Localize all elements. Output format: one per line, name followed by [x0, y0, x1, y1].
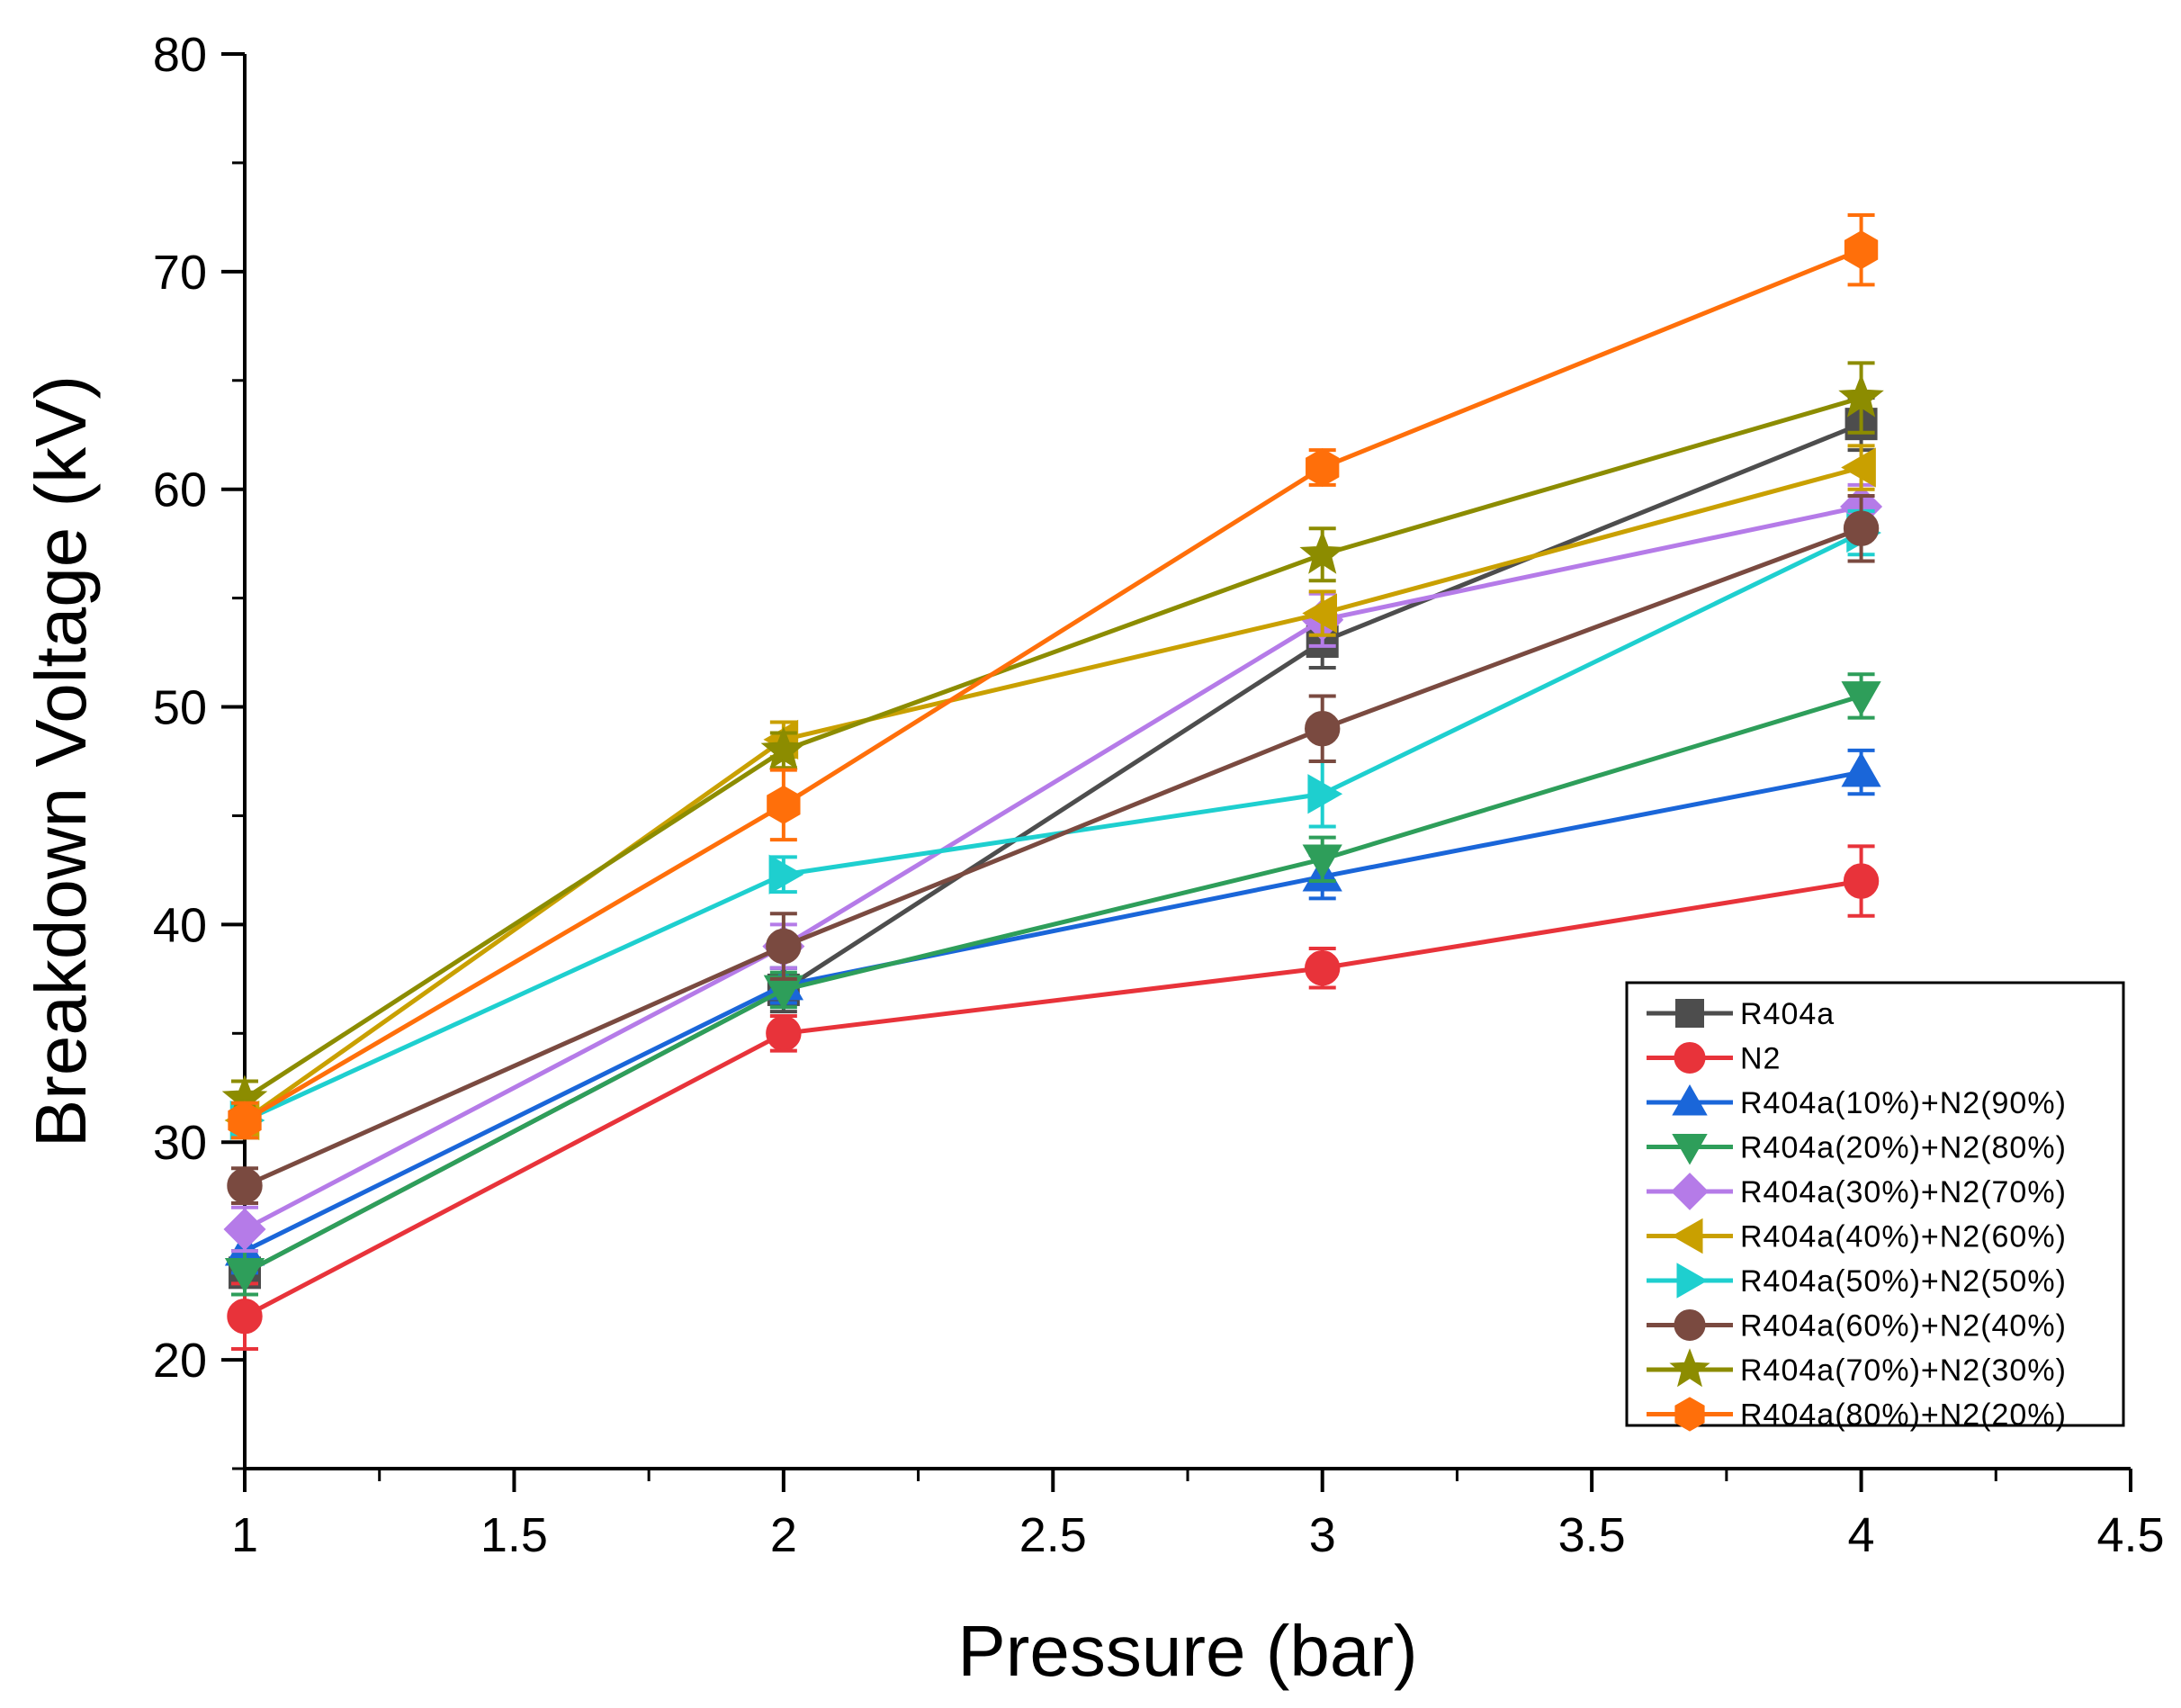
x-tick-label: 1 [231, 1508, 258, 1562]
data-point [1843, 863, 1880, 899]
series-layer [221, 212, 1884, 1351]
y-tick-label: 70 [153, 246, 207, 300]
data-point [1305, 711, 1341, 747]
legend-label: R404a(10%)+N2(90%) [1740, 1086, 2067, 1120]
x-tick-label: 1.5 [480, 1508, 548, 1562]
series-line [243, 878, 1862, 1318]
series-line [243, 465, 1862, 1123]
data-point [1302, 593, 1338, 634]
data-point [766, 1015, 802, 1052]
legend-label: R404a(30%)+N2(70%) [1740, 1175, 2067, 1209]
series-line [243, 526, 1862, 1188]
x-axis-title: Pressure (bar) [957, 1611, 1417, 1691]
data-point [1841, 447, 1876, 488]
data-point [223, 1208, 266, 1251]
legend-item: R404a [1647, 997, 1835, 1031]
data-point [1844, 230, 1879, 270]
data-point [227, 1167, 263, 1204]
x-tick-label: 2.5 [1019, 1508, 1087, 1562]
legend-item: R404a(40%)+N2(60%) [1647, 1218, 2067, 1254]
series [224, 672, 1881, 1297]
data-point [1841, 751, 1881, 787]
data-point [1841, 681, 1881, 716]
legend-swatch-marker [1671, 1218, 1703, 1254]
data-point [760, 726, 807, 770]
y-tick-label: 40 [153, 898, 207, 952]
legend-item: R404a(50%)+N2(50%) [1647, 1263, 2067, 1299]
data-point [1838, 373, 1884, 418]
legend-label: R404a(50%)+N2(50%) [1740, 1264, 2067, 1299]
y-tick-label: 30 [153, 1116, 207, 1170]
x-tick-label: 2 [770, 1508, 797, 1562]
legend-swatch-marker [1669, 1348, 1710, 1388]
data-point [1306, 447, 1340, 488]
data-point [227, 1299, 263, 1335]
series-line [243, 247, 1862, 1123]
data-point [768, 854, 804, 894]
data-point [1302, 844, 1342, 880]
legend-item: R404a(20%)+N2(80%) [1647, 1131, 2067, 1165]
data-point [766, 928, 802, 965]
series [227, 844, 1880, 1351]
axis-ticks: 1 1.5 2 2.5 3 3.5 4 4.5 20 30 40 50 60 70 80 [153, 28, 2165, 1562]
legend-label: N2 [1740, 1042, 1781, 1076]
legend-swatch-marker [1671, 1173, 1709, 1210]
legend-swatch-marker [1674, 1309, 1706, 1341]
legend-swatch-marker [1674, 1042, 1706, 1074]
legend-swatch-marker [1676, 1263, 1709, 1299]
data-point [1307, 774, 1343, 814]
legend-swatch-marker [1672, 1083, 1708, 1116]
series-line [243, 530, 1862, 1123]
data-point [1299, 530, 1345, 574]
legend-item: R404a(10%)+N2(90%) [1647, 1083, 2067, 1120]
x-tick-label: 4 [1848, 1508, 1875, 1562]
series-line [243, 769, 1862, 1254]
y-tick-label: 50 [153, 681, 207, 735]
legend-label: R404a(40%)+N2(60%) [1740, 1220, 2067, 1254]
y-tick-label: 60 [153, 463, 207, 517]
legend-item: R404a(70%)+N2(30%) [1647, 1348, 2067, 1388]
series [221, 361, 1884, 1119]
legend-item: R404a(80%)+N2(20%) [1647, 1397, 2067, 1433]
legend-swatch-marker [1675, 999, 1704, 1028]
y-axis-title: Breakdown Voltage (kV) [21, 375, 101, 1147]
y-tick-label: 20 [153, 1334, 207, 1388]
data-point [1305, 950, 1341, 986]
x-tick-label: 3 [1309, 1508, 1336, 1562]
series-line [243, 504, 1862, 1232]
series [227, 493, 1880, 1205]
legend-label: R404a(80%)+N2(20%) [1740, 1398, 2067, 1433]
data-point [224, 1258, 265, 1293]
series [228, 212, 1879, 1140]
legend-label: R404a(70%)+N2(30%) [1740, 1353, 2067, 1388]
y-tick-label: 80 [153, 28, 207, 82]
data-point [1843, 510, 1880, 546]
data-point [228, 1101, 262, 1140]
legend-swatch-marker [1674, 1397, 1705, 1432]
legend-label: R404a(20%)+N2(80%) [1740, 1131, 2067, 1165]
legend: R404a N2 R404a(10%)+N2(90%) R404a(20%)+N2(8… [1625, 981, 2125, 1433]
legend-swatch-marker [1672, 1134, 1708, 1165]
legend-item: R404a(30%)+N2(70%) [1647, 1173, 2067, 1210]
data-point [767, 785, 801, 824]
legend-label: R404a [1740, 997, 1835, 1031]
series-line [243, 395, 1862, 1101]
legend-label: R404a(60%)+N2(40%) [1740, 1309, 2067, 1344]
series-line [243, 694, 1862, 1275]
legend-item: R404a(60%)+N2(40%) [1647, 1309, 2067, 1344]
legend-item: N2 [1647, 1042, 1781, 1076]
x-tick-label: 3.5 [1558, 1508, 1626, 1562]
x-tick-label: 4.5 [2096, 1508, 2164, 1562]
